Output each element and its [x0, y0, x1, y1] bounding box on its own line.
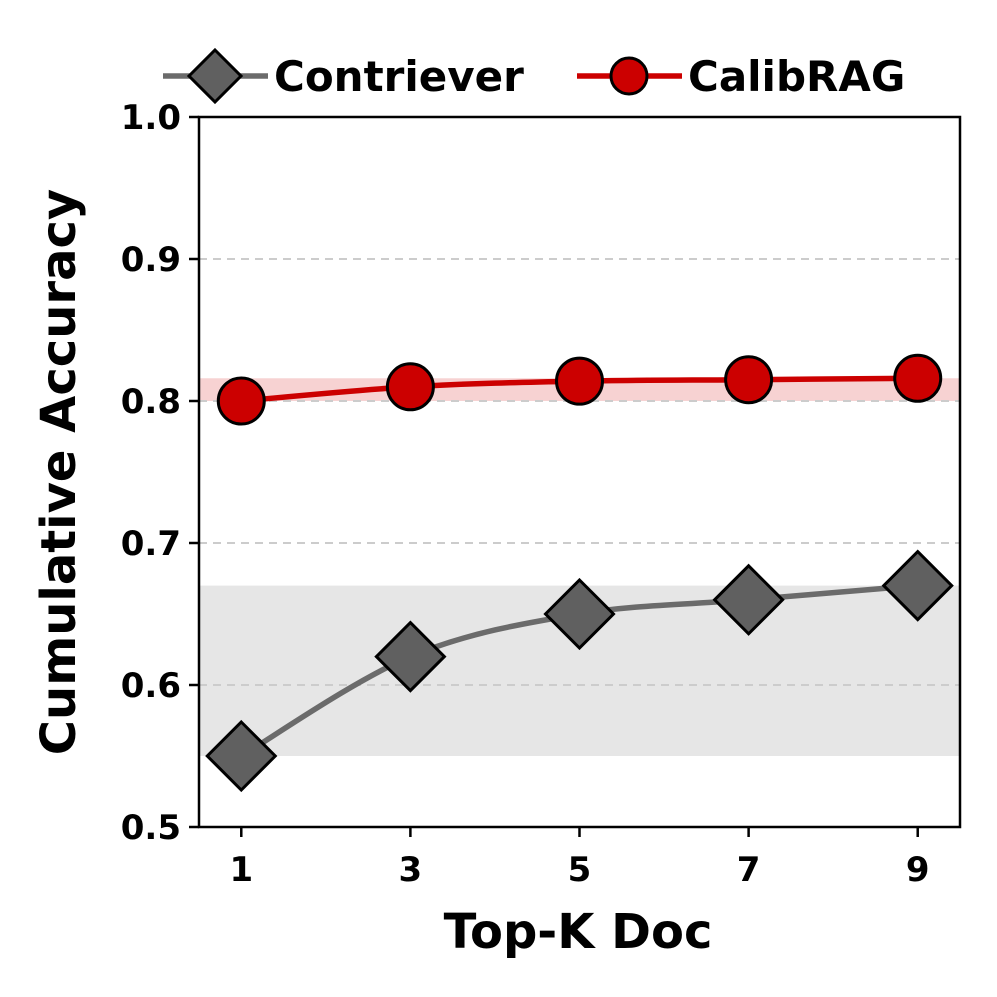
- x-axis-label: Top-K Doc: [444, 904, 713, 960]
- legend-label-contriever: Contriever: [274, 52, 524, 101]
- point-calibrag-k9: [893, 353, 943, 403]
- x-tick-label-7: 7: [737, 850, 761, 890]
- point-contriever-k5: [543, 577, 616, 651]
- point-calibrag-k5: [555, 356, 604, 406]
- x-tick-label-3: 3: [399, 850, 423, 890]
- legend-item-calibrag: CalibRAG: [577, 52, 905, 101]
- point-contriever-k7: [712, 563, 785, 636]
- y-tick-label-0.9: 0.9: [121, 240, 181, 280]
- legend-marker-contriever: [186, 47, 244, 105]
- y-axis-ticks: 0.5 0.6 0.7 0.8 0.9 1.0: [121, 98, 199, 848]
- x-tick-label-1: 1: [229, 850, 253, 890]
- point-calibrag-k7: [724, 355, 774, 405]
- y-tick-label-0.5: 0.5: [121, 808, 181, 848]
- point-calibrag-k1: [216, 376, 266, 426]
- y-tick-label-1.0: 1.0: [121, 98, 181, 138]
- grid-lines: [199, 258, 960, 686]
- series-markers: [205, 353, 954, 793]
- y-tick-label-0.8: 0.8: [121, 382, 181, 422]
- y-axis-label: Cumulative Accuracy: [31, 189, 87, 755]
- x-tick-label-5: 5: [568, 850, 592, 890]
- y-tick-label-0.6: 0.6: [121, 666, 181, 706]
- point-calibrag-k3: [385, 362, 435, 412]
- x-axis-ticks: 1 3 5 7 9: [229, 827, 930, 890]
- point-contriever-k3: [374, 620, 447, 693]
- legend-label-calibrag: CalibRAG: [688, 52, 905, 101]
- confidence-bands: [199, 378, 960, 756]
- legend-marker-calibrag: [609, 56, 649, 96]
- x-tick-label-9: 9: [906, 850, 930, 890]
- point-contriever-k1: [205, 719, 278, 793]
- legend-item-contriever: Contriever: [163, 47, 524, 105]
- legend: Contriever CalibRAG: [163, 47, 905, 105]
- point-contriever-k9: [881, 549, 954, 622]
- y-tick-label-0.7: 0.7: [121, 524, 181, 564]
